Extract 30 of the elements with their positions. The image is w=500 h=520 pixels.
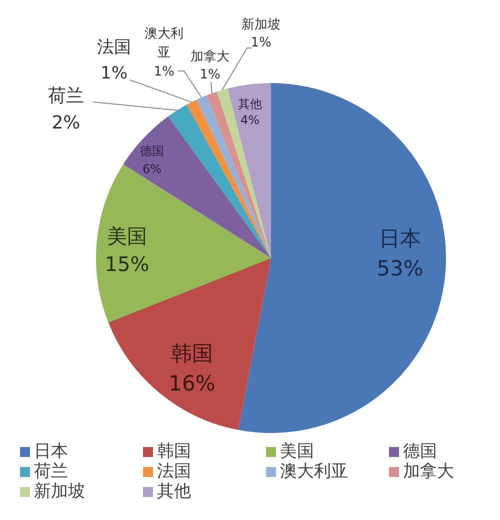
data-label: 4% (240, 113, 260, 128)
legend-label: 日本 (34, 441, 68, 462)
legend-label: 法国 (157, 461, 191, 482)
data-label: 1% (100, 63, 128, 84)
legend-label: 澳大利亚 (280, 461, 348, 482)
legend-label: 荷兰 (34, 461, 68, 482)
data-label: 1% (154, 64, 174, 80)
data-label: 16% (168, 371, 216, 396)
slice-label: 德国 (140, 144, 164, 158)
data-label: 2% (52, 112, 80, 134)
slice-label: 法国 (97, 37, 131, 58)
data-label: 53% (376, 256, 424, 280)
slice-label: 美国 (107, 224, 147, 248)
slice-label: 韩国 (171, 341, 213, 366)
legend-label: 美国 (280, 441, 314, 462)
data-label: 1% (250, 35, 272, 50)
slice-label: 荷兰 (48, 86, 84, 107)
legend-label: 其他 (157, 481, 191, 502)
legend-label: 加拿大 (403, 461, 454, 482)
slice-label: 澳大利亚 (144, 26, 184, 60)
slice-label: 加拿大 (190, 49, 230, 64)
data-label: 1% (200, 67, 220, 82)
data-label: 6% (142, 162, 162, 176)
slice-label: 其他 (238, 97, 262, 112)
legend-label: 德国 (403, 441, 437, 462)
legend-label: 新加坡 (34, 481, 85, 502)
legend-label: 韩国 (157, 441, 191, 462)
slice-label: 日本 (379, 226, 421, 250)
data-label: 15% (104, 252, 150, 276)
slice-label: 新加坡 (242, 17, 280, 32)
